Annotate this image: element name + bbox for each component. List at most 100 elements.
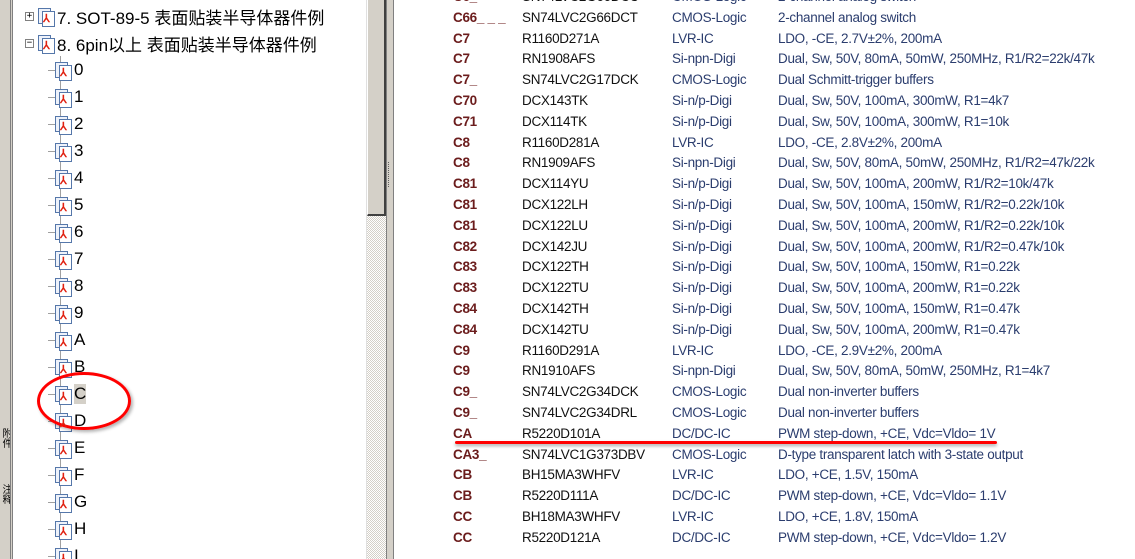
tree-connector — [48, 178, 56, 179]
splitter-grip[interactable] — [388, 162, 393, 187]
cell-code: C7_ — [453, 72, 477, 88]
tree-item[interactable]: ⅄ G — [55, 490, 87, 514]
cell-description: Dual, Sw, 50V, 100mA, 150mW, R1/R2=0.22k… — [778, 197, 1065, 212]
cell-description: Dual, Sw, 50V, 80mA, 50mW, 250MHz, R1/R2… — [778, 51, 1095, 67]
cell-type: Si-n/p-Digi — [672, 259, 732, 275]
tree-connector — [48, 259, 56, 260]
tree-connector — [48, 124, 56, 125]
cell-type: LVR-IC — [672, 467, 714, 483]
cell-description: Dual, Sw, 50V, 100mA, 150mW, R1=0.47k — [778, 301, 1020, 316]
cell-code: C71 — [453, 113, 477, 129]
pdf-document-icon: ⅄ — [55, 331, 72, 351]
cell-description: Dual non-inverter buffers — [778, 405, 919, 420]
cell-description: PWM step-down, +CE, Vdc=Vldo= 1.2V — [778, 529, 1007, 545]
cell-type: Si-n/p-Digi — [672, 238, 732, 254]
tree-item[interactable]: ⅄ 2 — [55, 112, 83, 136]
pdf-document-icon: ⅄ — [55, 547, 72, 559]
pdf-document-icon: ⅄ — [55, 250, 72, 270]
cell-part-number: R1160D271A — [522, 30, 600, 46]
cell-type: LVR-IC — [672, 30, 714, 46]
cell-type: CMOS-Logic — [672, 446, 747, 462]
cell-part-number: SN74LVC2G66DCT — [522, 9, 638, 25]
tree-item[interactable]: ⅄ E — [55, 436, 85, 460]
cell-part-number: R5220D111A — [522, 488, 599, 504]
cell-code: C83 — [453, 259, 477, 275]
cell-code: CA3_ — [453, 446, 487, 462]
collapse-icon[interactable]: − — [25, 37, 34, 48]
cell-part-number: DCX122LU — [522, 217, 588, 233]
tree-item-label: 2 — [74, 114, 84, 133]
cell-code: C83 — [453, 280, 477, 296]
cell-part-number: DCX114TK — [522, 113, 587, 129]
cell-description: Dual, Sw, 50V, 100mA, 200mW, R1/R2=0.22k… — [778, 217, 1065, 233]
cell-code: C8 — [453, 134, 470, 150]
cell-type: Si-n/p-Digi — [672, 93, 732, 108]
tree-item[interactable]: ⅄ 9 — [55, 301, 83, 325]
cell-description: Dual non-inverter buffers — [778, 384, 919, 400]
cell-code: C6_ — [453, 0, 477, 4]
cell-description: Dual, Sw, 50V, 100mA, 200mW, R1/R2=10k/4… — [778, 176, 1054, 192]
cell-code: C84 — [453, 301, 477, 316]
cell-description: Dual, Sw, 50V, 80mA, 50mW, 250MHz, R1=4k… — [778, 363, 1050, 379]
cell-part-number: R1160D291A — [522, 342, 600, 358]
tree-item[interactable]: ⅄ 6 — [55, 220, 83, 244]
tree-item[interactable]: ⅄ F — [55, 463, 84, 487]
cell-description: LDO, -CE, 2.7V±2%, 200mA — [778, 30, 942, 46]
scrollbar-thumb[interactable] — [367, 0, 386, 216]
cell-type: Si-n/p-Digi — [672, 176, 732, 192]
expand-icon[interactable]: + — [25, 10, 34, 21]
cell-description: Dual, Sw, 50V, 100mA, 300mW, R1=4k7 — [778, 93, 1010, 108]
tree-item-label: 5 — [74, 195, 84, 214]
pdf-document-icon: ⅄ — [55, 520, 72, 540]
cell-part-number: BH18MA3WHFV — [522, 509, 620, 524]
panel-splitter[interactable] — [386, 0, 394, 559]
tree-root-item[interactable]: − ⅄ 8. 6pin以上 表面贴装半导体器件例 — [25, 31, 317, 55]
tree-connector — [48, 151, 56, 152]
side-tab-attachments[interactable]: 附件 — [0, 428, 10, 448]
cell-part-number: DCX142TU — [522, 321, 589, 337]
tree-item[interactable]: ⅄ I — [55, 544, 79, 559]
cell-type: CMOS-Logic — [672, 72, 747, 88]
cell-code: C8 — [453, 155, 470, 171]
cell-part-number: RN1908AFS — [522, 51, 596, 67]
tree-item[interactable]: ⅄ 3 — [55, 139, 83, 163]
side-tab-comments[interactable]: 注释 — [0, 484, 10, 504]
tree-item[interactable]: ⅄ 0 — [55, 58, 83, 82]
cell-part-number: DCX122TU — [522, 280, 589, 296]
cell-part-number: SN74LVC1G373DBV — [522, 446, 645, 462]
tree-connector — [48, 367, 56, 368]
tree-item[interactable]: ⅄ A — [55, 328, 85, 352]
tree-connector — [48, 205, 56, 206]
tree-item-label: G — [74, 492, 88, 511]
tree-item[interactable]: ⅄ H — [55, 517, 86, 541]
cell-code: CC — [453, 509, 472, 524]
tree-item[interactable]: ⅄ 7 — [55, 247, 83, 271]
tree-item[interactable]: ⅄ 1 — [55, 85, 83, 109]
cell-type: Si-n/p-Digi — [672, 280, 732, 296]
cell-type: Si-n/p-Digi — [672, 217, 732, 233]
cell-type: Si-npn-Digi — [672, 155, 736, 171]
cell-description: LDO, +CE, 1.5V, 150mA — [778, 467, 918, 483]
tree-connector — [48, 70, 56, 71]
tree-item[interactable]: ⅄ 5 — [55, 193, 83, 217]
tree-scrollbar[interactable] — [366, 0, 386, 559]
cell-part-number: RN1910AFS — [522, 363, 596, 379]
document-page: C6_ SN74LVC2G66DCU CMOS-Logic 2-channel ana… — [394, 0, 1135, 559]
tree-item[interactable]: ⅄ 4 — [55, 166, 83, 190]
cell-code: C9_ — [453, 384, 477, 400]
cell-part-number: DCX122TH — [522, 259, 589, 275]
pdf-document-icon: ⅄ — [55, 439, 72, 459]
tree-item[interactable]: ⅄ 8 — [55, 274, 83, 298]
cell-part-number: DCX122LH — [522, 197, 588, 212]
pdf-document-icon: ⅄ — [55, 493, 72, 513]
pdf-document-icon: ⅄ — [55, 223, 72, 243]
cell-type: CMOS-Logic — [672, 405, 747, 420]
tree-connector — [48, 448, 56, 449]
pdf-document-icon: ⅄ — [55, 466, 72, 486]
cell-description: PWM step-down, +CE, Vdc=Vldo= 1.1V — [778, 488, 1007, 504]
tree-item-label: 6 — [74, 222, 84, 241]
cell-part-number: R1160D281A — [522, 134, 600, 150]
cell-description: Dual, Sw, 50V, 100mA, 150mW, R1=0.22k — [778, 259, 1020, 275]
tree-root-item[interactable]: + ⅄ 7. SOT-89-5 表面贴装半导体器件例 — [25, 4, 324, 28]
cell-part-number: SN74LVC2G34DRL — [522, 405, 637, 420]
